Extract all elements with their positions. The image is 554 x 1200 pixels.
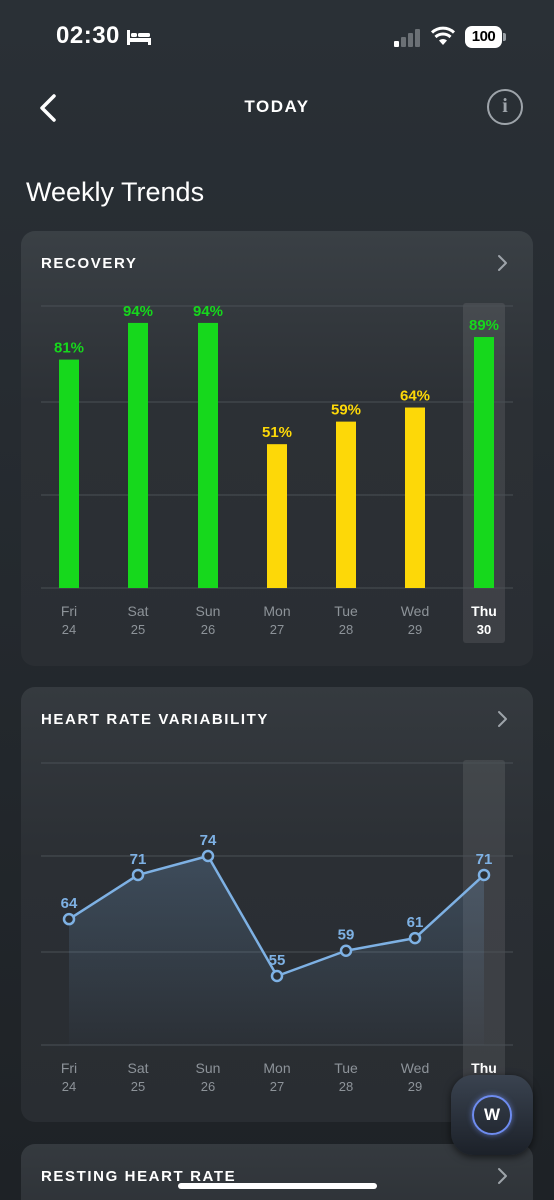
day-date: 25 bbox=[131, 622, 145, 637]
status-time: 02:30 bbox=[56, 22, 120, 49]
recovery-bar bbox=[474, 337, 494, 588]
day-date: 28 bbox=[339, 622, 353, 637]
day-label: Fri bbox=[61, 603, 77, 619]
hrv-card[interactable]: HEART RATE VARIABILITY Fri 24 Sat 25 Sun 26 Mo… bbox=[21, 687, 533, 1122]
battery-level: 100 bbox=[465, 26, 502, 48]
nav-title: TODAY bbox=[244, 97, 310, 116]
wifi-icon bbox=[430, 26, 456, 45]
hrv-point-label: 71 bbox=[476, 851, 493, 868]
recovery-bar bbox=[336, 421, 356, 588]
recovery-bar-label: 51% bbox=[262, 424, 292, 441]
status-bar: 02:30 100 bbox=[0, 0, 554, 76]
rhr-card-title: RESTING HEART RATE bbox=[41, 1168, 237, 1185]
recovery-bar-label: 89% bbox=[469, 317, 499, 334]
chevron-right-icon[interactable] bbox=[495, 709, 509, 729]
hrv-point bbox=[270, 969, 284, 983]
hrv-area bbox=[69, 856, 484, 1045]
hrv-line-chart: Fri24Sat25Sun26Mon27Tue28Wed29Thu3064717… bbox=[41, 760, 513, 1100]
assistant-ring-icon: W bbox=[472, 1095, 512, 1135]
assistant-button[interactable]: W bbox=[451, 1075, 533, 1155]
day-label: Sun bbox=[196, 603, 221, 619]
recovery-card-title: RECOVERY bbox=[41, 255, 138, 272]
hrv-point-label: 61 bbox=[407, 914, 424, 931]
day-label: Mon bbox=[263, 603, 290, 619]
page-heading: Weekly Trends bbox=[26, 177, 205, 207]
day-date: 28 bbox=[339, 1079, 353, 1094]
hrv-point bbox=[339, 944, 353, 957]
hrv-point bbox=[477, 868, 491, 882]
day-label: Fri bbox=[61, 1060, 77, 1076]
day-date: 24 bbox=[62, 1079, 76, 1094]
hrv-point-label: 74 bbox=[200, 832, 217, 849]
cellular-signal-icon bbox=[394, 29, 420, 47]
day-date: 27 bbox=[270, 1079, 284, 1094]
recovery-bar bbox=[405, 407, 425, 588]
chevron-right-icon[interactable] bbox=[495, 253, 509, 273]
top-nav: TODAY i bbox=[0, 80, 554, 136]
day-label: Wed bbox=[401, 603, 430, 619]
assistant-glyph: W bbox=[483, 1105, 501, 1124]
day-date: 30 bbox=[477, 622, 491, 637]
chevron-right-icon[interactable] bbox=[495, 1166, 509, 1186]
day-label: Tue bbox=[334, 603, 358, 619]
battery-tip bbox=[503, 33, 506, 41]
day-date: 27 bbox=[270, 622, 284, 637]
hrv-card-title: HEART RATE VARIABILITY bbox=[41, 711, 269, 728]
day-label: Sat bbox=[127, 1060, 148, 1076]
day-label: Sun bbox=[196, 1060, 221, 1076]
back-button[interactable] bbox=[34, 90, 66, 126]
resting-heart-rate-card[interactable]: RESTING HEART RATE bbox=[21, 1144, 533, 1200]
day-label: Thu bbox=[471, 603, 497, 619]
home-indicator bbox=[178, 1183, 377, 1189]
hrv-point-label: 64 bbox=[61, 895, 78, 912]
day-date: 26 bbox=[201, 1079, 215, 1094]
day-date: 29 bbox=[408, 622, 422, 637]
day-label: Sat bbox=[127, 603, 148, 619]
recovery-bar bbox=[128, 322, 148, 588]
recovery-bar-chart: Fri 24 Sat 25 Sun 26 Mon 27 Tue 28 Wed 29 Thu 30 81% 94… bbox=[41, 303, 513, 643]
battery-indicator: 100 bbox=[465, 26, 507, 48]
bed-icon bbox=[127, 30, 151, 45]
hrv-point-label: 59 bbox=[338, 927, 355, 944]
hrv-point bbox=[62, 912, 76, 926]
day-date: 26 bbox=[201, 622, 215, 637]
day-label: Wed bbox=[401, 1060, 430, 1076]
day-label: Tue bbox=[334, 1060, 358, 1076]
recovery-bar-label: 94% bbox=[123, 303, 153, 320]
recovery-bar-label: 94% bbox=[193, 303, 223, 320]
day-label: Thu bbox=[471, 1060, 497, 1076]
recovery-card[interactable]: RECOVERY Fri 24 Sat 25 Sun 26 Mon 27 Tue 28 Wed 29 T… bbox=[21, 231, 533, 666]
hrv-point-label: 71 bbox=[130, 851, 147, 868]
recovery-bar-label: 64% bbox=[400, 388, 430, 405]
day-date: 25 bbox=[131, 1079, 145, 1094]
day-label: Mon bbox=[263, 1060, 290, 1076]
hrv-point bbox=[408, 931, 422, 945]
hrv-point bbox=[201, 849, 215, 863]
day-date: 29 bbox=[408, 1079, 422, 1094]
recovery-bar bbox=[198, 322, 218, 588]
info-button[interactable]: i bbox=[487, 89, 523, 125]
day-date: 24 bbox=[62, 622, 76, 637]
recovery-bar-label: 81% bbox=[54, 340, 84, 357]
recovery-bar bbox=[59, 359, 79, 588]
recovery-bar-label: 59% bbox=[331, 402, 361, 419]
hrv-point-label: 55 bbox=[269, 952, 286, 969]
recovery-bar bbox=[267, 444, 287, 588]
hrv-point bbox=[131, 868, 145, 882]
